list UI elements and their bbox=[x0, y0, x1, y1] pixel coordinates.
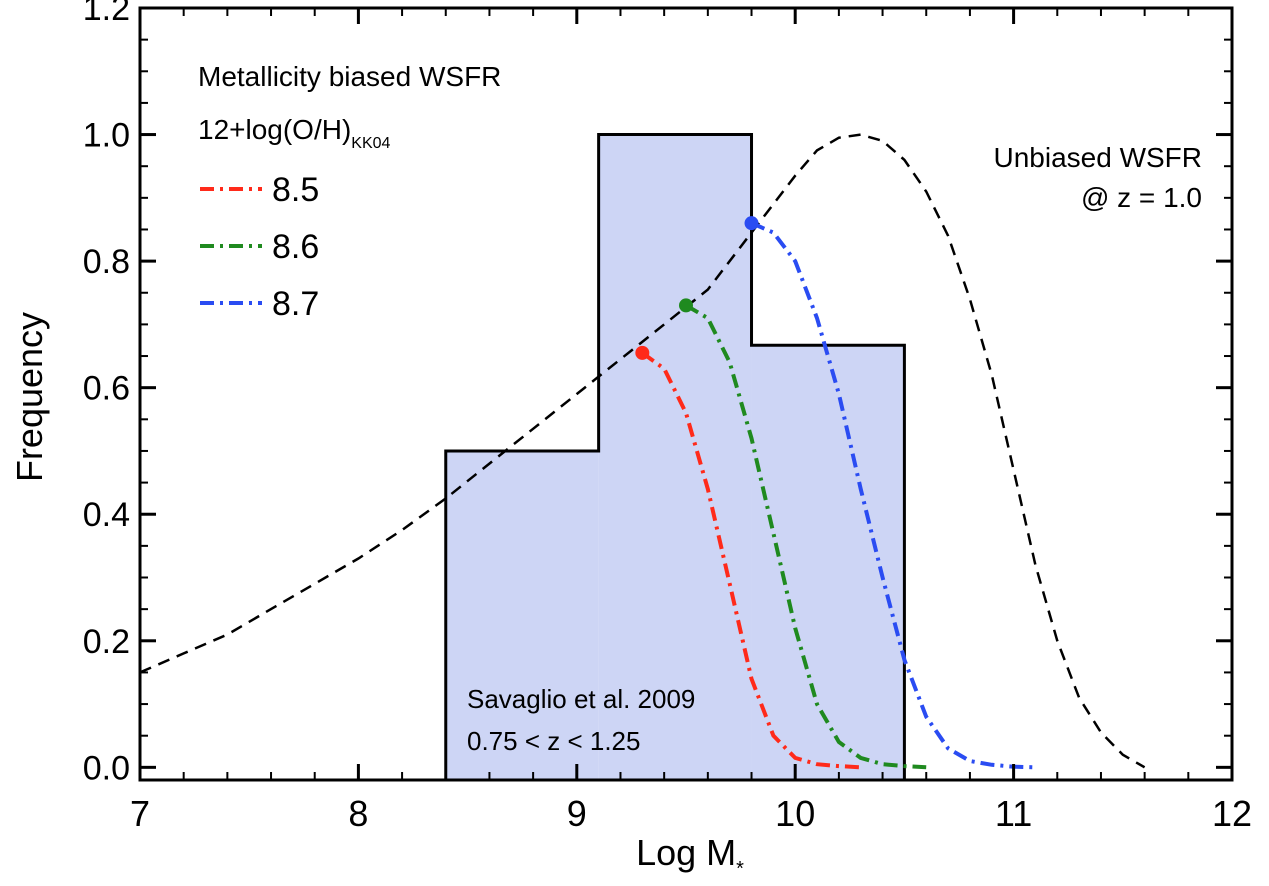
y-tick-label: 1.0 bbox=[83, 117, 130, 155]
y-tick-label: 0.0 bbox=[83, 749, 130, 787]
y-tick-label: 0.2 bbox=[83, 623, 130, 661]
x-tick-label: 8 bbox=[348, 793, 368, 834]
annotation-reference-line2: 0.75 < z < 1.25 bbox=[467, 726, 640, 756]
histogram-bar-2 bbox=[751, 345, 905, 780]
y-tick-label: 0.6 bbox=[83, 370, 130, 408]
x-axis-title: Log M* bbox=[636, 832, 744, 880]
x-tick-label: 11 bbox=[995, 793, 1032, 834]
x-tick-label: 7 bbox=[130, 793, 150, 834]
x-tick-label: 10 bbox=[775, 793, 815, 834]
curve-layer bbox=[139, 133, 1146, 770]
annotation-unbiased-line2: @ z = 1.0 bbox=[1081, 182, 1202, 213]
annotation-unbiased-line1: Unbiased WSFR bbox=[993, 142, 1202, 173]
series-line-8.5 bbox=[641, 351, 861, 770]
y-tick-label: 1.2 bbox=[83, 0, 130, 28]
histogram-bar-0 bbox=[445, 450, 599, 780]
histogram-layer bbox=[444, 133, 906, 780]
legend-label-8.5: 8.5 bbox=[272, 171, 319, 209]
legend-entries: 8.5 8.6 8.7 bbox=[200, 171, 319, 323]
x-tick-label: 12 bbox=[1212, 793, 1252, 834]
legend-label-8.7: 8.7 bbox=[272, 285, 319, 323]
histogram-outline bbox=[444, 133, 906, 780]
plot-frame bbox=[138, 6, 1234, 782]
y-axis-title: Frequency bbox=[9, 312, 50, 482]
legend-subtitle: 12+log(O/H)KK04 bbox=[198, 114, 391, 152]
legend-title: Metallicity biased WSFR bbox=[198, 61, 501, 92]
legend: Metallicity biased WSFR 12+log(O/H)KK04 … bbox=[198, 61, 501, 323]
tick-layer: 7 8 9 10 11 12 0.0 0.2 0.4 0.6 0.8 1.0 1.2 bbox=[83, 0, 1252, 834]
annotation-reference-line1: Savaglio et al. 2009 bbox=[467, 684, 695, 714]
legend-label-8.6: 8.6 bbox=[272, 228, 319, 266]
series-line-8.7 bbox=[750, 221, 1036, 770]
series-marker-8.5 bbox=[635, 345, 650, 360]
y-tick-label: 0.8 bbox=[83, 243, 130, 281]
series-marker-8.7 bbox=[744, 216, 759, 231]
histogram-bar-1 bbox=[598, 134, 752, 780]
series-marker-8.6 bbox=[679, 298, 693, 313]
x-tick-label: 9 bbox=[567, 793, 587, 834]
series-line-8.6 bbox=[684, 303, 927, 770]
unbiased-curve bbox=[139, 133, 1146, 769]
y-tick-label: 0.4 bbox=[83, 496, 130, 534]
